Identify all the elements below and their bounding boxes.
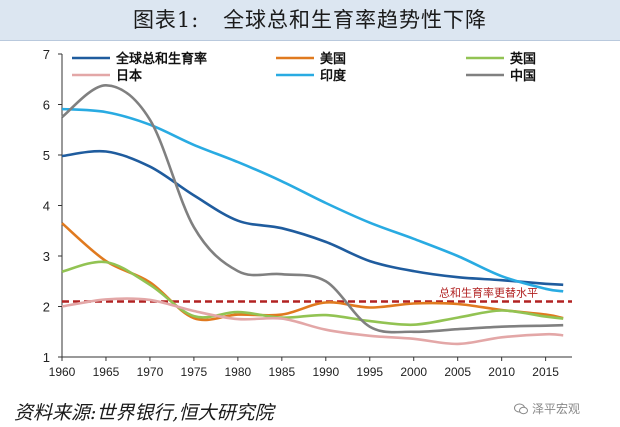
y-tick-label: 2 [43, 300, 50, 315]
legend-label: 中国 [510, 68, 536, 84]
y-tick-label: 1 [43, 350, 50, 365]
y-tick-label: 4 [43, 199, 50, 214]
series-line-6 [61, 83, 564, 334]
watermark-text: 泽平宏观 [532, 402, 581, 416]
y-tick-label: 5 [43, 148, 50, 163]
chart-title: 图表1: 全球总和生育率趋势性下降 [0, 4, 620, 34]
x-tick-label: 1960 [49, 365, 76, 379]
title-band [0, 0, 620, 41]
x-tick-label: 1985 [268, 365, 295, 379]
legend-label: 英国 [509, 51, 536, 67]
y-tick-label: 6 [43, 98, 50, 113]
x-tick-label: 2000 [400, 365, 427, 379]
legend-label: 日本 [116, 68, 142, 84]
x-tick-label: 1965 [93, 365, 120, 379]
x-tick-label: 1975 [181, 365, 208, 379]
series-line-4 [61, 107, 564, 293]
wechat-icon [514, 403, 528, 414]
watermark: 泽平宏观 [514, 400, 580, 417]
x-tick-label: 2015 [532, 365, 559, 379]
x-tick-label: 1990 [312, 365, 339, 379]
chart-title-text: 全球总和生育率趋势性下降 [223, 8, 488, 32]
series-line-3 [61, 260, 564, 327]
legend-label: 美国 [320, 51, 346, 67]
y-tick-label: 3 [43, 249, 50, 264]
x-tick-label: 1980 [225, 365, 252, 379]
x-tick-label: 1995 [356, 365, 383, 379]
x-tick-label: 2010 [488, 365, 515, 379]
series-line-1 [61, 149, 564, 287]
x-tick-label: 1970 [137, 365, 164, 379]
legend-label: 印度 [320, 68, 347, 84]
x-tick-label: 2005 [444, 365, 471, 379]
series-line-5 [61, 297, 564, 346]
source-note: 资料来源:世界银行,恒大研究院 [14, 402, 274, 424]
chart-title-label: 图表1: [132, 8, 200, 32]
y-tick-label: 7 [43, 47, 50, 62]
legend-label: 全球总和生育率 [115, 51, 207, 67]
replacement-level-label: 总和生育率更替水平 [439, 285, 538, 299]
fertility-line-chart: 1 2 3 4 5 6 7 1960 1965 1970 1975 1980 1985 1990 1995 2… [43, 47, 572, 379]
